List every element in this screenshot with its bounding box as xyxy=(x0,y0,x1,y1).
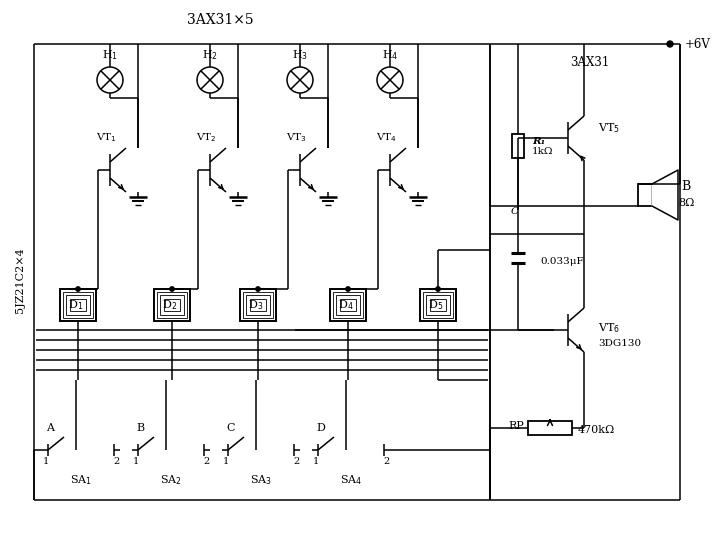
Bar xyxy=(67,295,90,314)
Text: D$_1$: D$_1$ xyxy=(68,298,84,312)
Bar xyxy=(157,292,187,318)
Text: VT$_4$: VT$_4$ xyxy=(376,132,397,144)
Text: A: A xyxy=(46,423,54,433)
Text: B: B xyxy=(136,423,144,433)
Bar xyxy=(161,295,184,314)
Text: 470kΩ: 470kΩ xyxy=(578,425,615,435)
Circle shape xyxy=(256,287,260,291)
Polygon shape xyxy=(652,170,678,220)
Text: 5JZ21C2×4: 5JZ21C2×4 xyxy=(15,247,25,313)
Bar xyxy=(70,299,87,311)
Bar xyxy=(528,421,572,435)
Text: 1: 1 xyxy=(313,456,319,466)
Bar xyxy=(330,289,366,321)
Bar xyxy=(423,292,453,318)
Text: RP: RP xyxy=(508,421,524,431)
Bar xyxy=(429,299,447,311)
Text: 2: 2 xyxy=(203,456,209,466)
Text: D: D xyxy=(316,423,325,433)
Text: +6V: +6V xyxy=(685,38,711,50)
Circle shape xyxy=(436,287,440,291)
Bar xyxy=(340,299,356,311)
Text: H$_3$: H$_3$ xyxy=(292,48,308,62)
Text: D$_2$: D$_2$ xyxy=(163,298,178,312)
Text: 3AX31: 3AX31 xyxy=(571,56,609,68)
Bar xyxy=(163,299,181,311)
Text: C: C xyxy=(511,207,519,217)
Bar xyxy=(427,295,450,314)
Text: 2: 2 xyxy=(113,456,119,466)
Bar xyxy=(250,299,267,311)
Text: 1: 1 xyxy=(223,456,229,466)
Text: B: B xyxy=(681,181,690,193)
Text: VT$_5$: VT$_5$ xyxy=(598,121,620,135)
Circle shape xyxy=(377,67,403,93)
Circle shape xyxy=(170,287,174,291)
Bar xyxy=(240,289,276,321)
Text: 1kΩ: 1kΩ xyxy=(532,147,554,157)
Bar xyxy=(60,289,96,321)
Text: SA$_3$: SA$_3$ xyxy=(250,473,272,487)
Text: 3DG130: 3DG130 xyxy=(598,340,641,348)
Text: D$_3$: D$_3$ xyxy=(248,298,264,312)
Text: D$_4$: D$_4$ xyxy=(338,298,353,312)
Bar xyxy=(512,134,524,158)
Bar xyxy=(333,292,363,318)
Bar xyxy=(63,292,92,318)
Bar xyxy=(247,295,270,314)
Text: SA$_4$: SA$_4$ xyxy=(340,473,362,487)
Circle shape xyxy=(346,287,350,291)
Circle shape xyxy=(97,67,123,93)
Text: H$_2$: H$_2$ xyxy=(202,48,218,62)
Text: VT$_3$: VT$_3$ xyxy=(286,132,307,144)
Text: C: C xyxy=(226,423,234,433)
Text: 0.033μF: 0.033μF xyxy=(540,257,584,266)
Text: 1: 1 xyxy=(133,456,139,466)
Text: 1: 1 xyxy=(43,456,49,466)
Text: H$_1$: H$_1$ xyxy=(102,48,118,62)
Text: 8Ω: 8Ω xyxy=(678,198,694,208)
Bar xyxy=(420,289,456,321)
Text: VT$_2$: VT$_2$ xyxy=(196,132,217,144)
Circle shape xyxy=(76,287,80,291)
Text: D$_5$: D$_5$ xyxy=(428,298,444,312)
Text: VT$_6$: VT$_6$ xyxy=(598,321,620,335)
Text: R₁: R₁ xyxy=(532,136,545,145)
Text: H$_4$: H$_4$ xyxy=(382,48,398,62)
Bar xyxy=(154,289,190,321)
Text: 2: 2 xyxy=(383,456,389,466)
Text: 3AX31×5: 3AX31×5 xyxy=(186,13,253,27)
Bar xyxy=(336,295,360,314)
Text: 2: 2 xyxy=(293,456,299,466)
Circle shape xyxy=(197,67,223,93)
Circle shape xyxy=(667,41,673,47)
Circle shape xyxy=(287,67,313,93)
Text: SA$_1$: SA$_1$ xyxy=(70,473,92,487)
Bar xyxy=(243,292,272,318)
Text: VT$_1$: VT$_1$ xyxy=(96,132,117,144)
Bar xyxy=(638,184,652,206)
Text: SA$_2$: SA$_2$ xyxy=(160,473,182,487)
